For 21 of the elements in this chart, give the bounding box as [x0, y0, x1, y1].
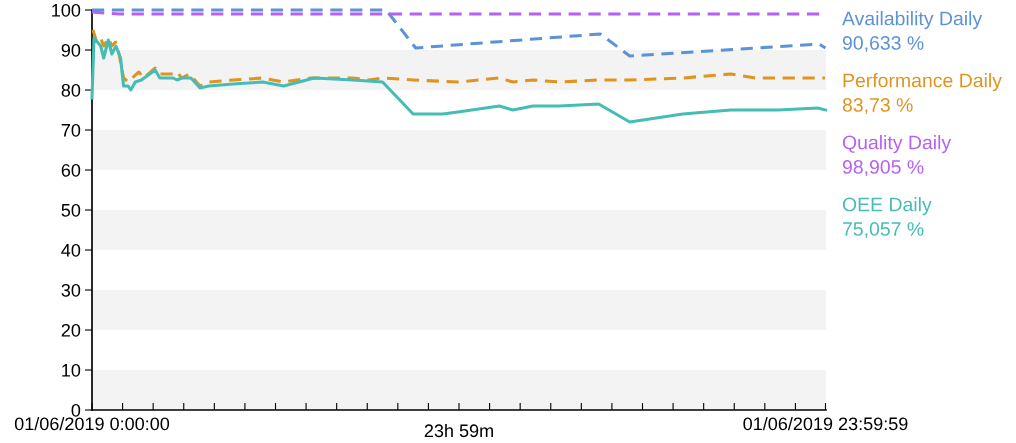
text: 23h 59m: [424, 423, 493, 438]
y-tick-label: 80: [61, 83, 81, 97]
y-tick-label: 100: [52, 3, 81, 17]
series-label: Performance Daily 83,73 %: [842, 73, 1002, 115]
line-series: [90, 8, 828, 58]
y-tick-label: 90: [61, 43, 81, 57]
y-tick-label: 20: [61, 323, 81, 337]
text: OEE Daily 75,057 %: [842, 197, 932, 239]
series-label: Availability Daily 90,633 %: [842, 11, 983, 53]
y-tick-label: 0: [71, 403, 81, 417]
y-tick-label: 50: [61, 203, 81, 217]
x-tick-label: 01/06/2019 23:59:59: [743, 416, 908, 431]
x-tick-label: 01/06/2019 0:00:00: [14, 416, 170, 431]
y-tick-label: 30: [61, 283, 81, 297]
line-series: [91, 28, 827, 88]
y-tick-label: 40: [61, 243, 81, 257]
text: Quality Daily 98,905 %: [842, 135, 952, 177]
y-tick-label: 60: [61, 163, 81, 177]
y-tick-label: 70: [61, 123, 81, 137]
y-tick-label: 10: [62, 363, 81, 377]
line-series: [90, 36, 828, 124]
